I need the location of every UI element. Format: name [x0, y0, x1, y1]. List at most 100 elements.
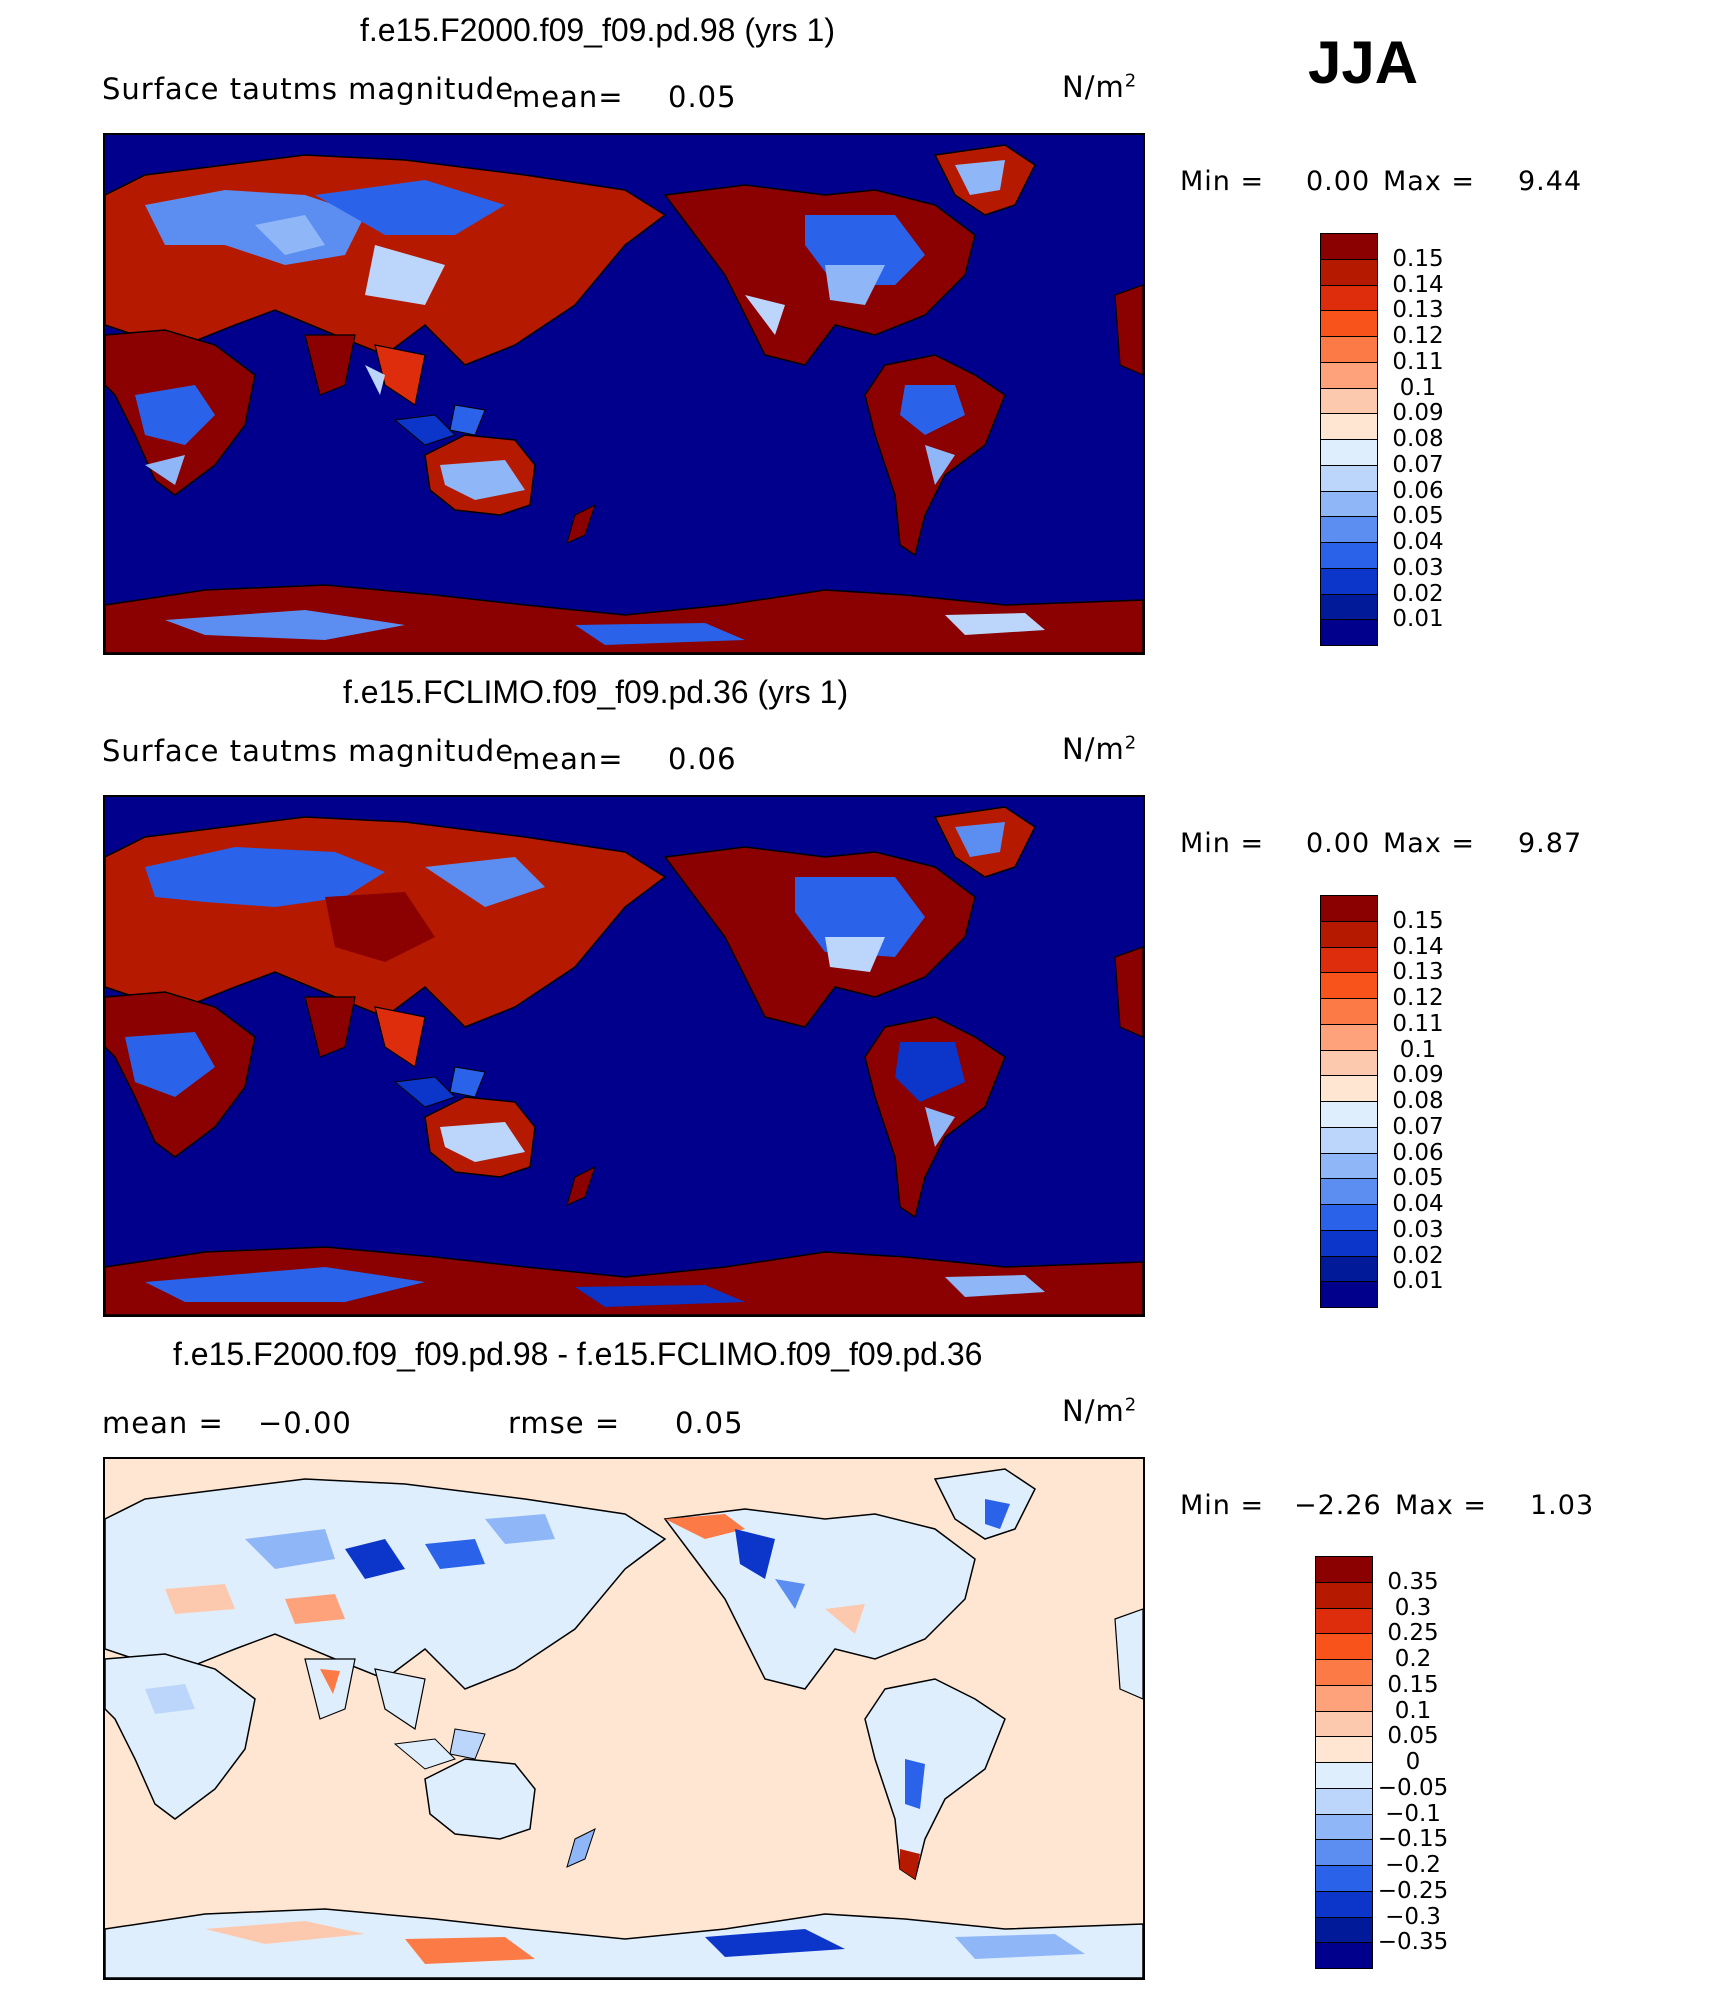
colorbar-tick-label: 0.15: [1392, 245, 1444, 272]
colorbar-tick-label: 0.11: [1392, 1010, 1444, 1037]
colorbar-tick-label: 0.1: [1394, 1697, 1432, 1724]
colorbar-tick-label: −0.15: [1377, 1826, 1449, 1853]
colorbar-swatch: [1320, 972, 1378, 999]
colorbar-swatch: [1315, 1890, 1373, 1918]
panel-1-max-value: 9.44: [1518, 166, 1583, 197]
panel-2-variable-label: Surface tautms magnitude: [102, 734, 515, 768]
colorbar-swatch: [1320, 1229, 1378, 1257]
colorbar-swatch: [1320, 413, 1378, 440]
colorbar-swatch: [1320, 998, 1378, 1025]
colorbar-tick-label: 0.07: [1392, 451, 1444, 478]
colorbar-swatch: [1320, 920, 1378, 948]
panel-1-colorbar: 0.15 0.14 0.13 0.12 0.11 0.1 0.09 0.08 0.07 0.06 0…: [1320, 233, 1470, 646]
panel-3-map-field: [105, 1459, 1143, 1978]
colorbar-tick-label: 0.1: [1399, 374, 1437, 401]
panel-3-units: N/m2: [1062, 1394, 1138, 1428]
panel-2-colorbar: 0.15 0.14 0.13 0.12 0.11 0.1 0.09 0.08 0.07 0.06 0…: [1320, 895, 1470, 1308]
colorbar-tick-label: 0.3: [1394, 1594, 1432, 1621]
panel-1-variable-label: Surface tautms magnitude: [102, 72, 515, 106]
colorbar-tick-label: 0: [1405, 1749, 1421, 1775]
panel-3-rmse-label: rmse =: [508, 1406, 621, 1440]
colorbar-tick-label: 0.03: [1392, 1216, 1444, 1243]
colorbar-tick-label: 0.35: [1387, 1568, 1439, 1595]
colorbar-tick-label: 0.13: [1392, 959, 1444, 986]
colorbar-swatch: [1320, 1126, 1378, 1154]
colorbar-swatch: [1320, 464, 1378, 492]
season-label: JJA: [1308, 29, 1419, 96]
colorbar-swatch: [1315, 1659, 1373, 1686]
colorbar-tick-label: 0.05: [1387, 1723, 1439, 1750]
panel-1-units: N/m2: [1062, 70, 1138, 104]
colorbar-tick-label: −0.25: [1377, 1877, 1449, 1904]
colorbar-swatch: [1320, 1152, 1378, 1180]
colorbar-tick-label: 0.12: [1392, 985, 1444, 1011]
colorbar-swatch: [1320, 387, 1378, 415]
colorbar-swatch: [1315, 1736, 1373, 1763]
colorbar-tick-label: 0.06: [1392, 1139, 1444, 1166]
colorbar-swatch: [1320, 1049, 1378, 1077]
colorbar-swatch: [1315, 1942, 1373, 1969]
colorbar-swatch: [1320, 310, 1378, 337]
panel-1-mean-value: 0.05: [668, 80, 737, 114]
colorbar-swatch: [1320, 1178, 1378, 1205]
colorbar-tick-label: 0.02: [1392, 580, 1444, 607]
colorbar-swatch: [1320, 1204, 1378, 1231]
colorbar-swatch: [1320, 946, 1378, 974]
colorbar-tick-label: 0.14: [1392, 933, 1444, 960]
colorbar-tick-label: 0.01: [1392, 606, 1444, 633]
panel-3-title: f.e15.F2000.f09_f09.pd.98 - f.e15.FCLIMO…: [173, 1336, 983, 1372]
colorbar-swatch: [1315, 1607, 1373, 1635]
panel-3-rmse-value: 0.05: [675, 1406, 744, 1440]
colorbar-swatch: [1320, 593, 1378, 621]
panel-2-min-label: Min =: [1180, 828, 1265, 859]
panel-3-min-value: −2.26: [1294, 1490, 1382, 1521]
panel-2-title: f.e15.FCLIMO.f09_f09.pd.36 (yrs 1): [343, 674, 849, 710]
panel-3-mean-value: −0.00: [258, 1406, 352, 1440]
colorbar-swatch: [1315, 1581, 1373, 1609]
colorbar-tick-label: 0.25: [1387, 1620, 1439, 1647]
colorbar-tick-label: 0.12: [1392, 323, 1444, 349]
panel-1-title: f.e15.F2000.f09_f09.pd.98 (yrs 1): [360, 12, 835, 48]
colorbar-tick-label: −0.05: [1377, 1774, 1449, 1801]
colorbar-swatch: [1320, 516, 1378, 543]
colorbar-tick-label: 0.15: [1392, 907, 1444, 934]
colorbar-swatch: [1320, 490, 1378, 518]
panel-3-min-label: Min =: [1180, 1490, 1265, 1521]
colorbar-swatch: [1320, 284, 1378, 312]
colorbar-swatch: [1320, 1023, 1378, 1051]
colorbar-tick-label: 0.04: [1392, 529, 1444, 555]
colorbar-tick-label: 0.08: [1392, 1088, 1444, 1114]
colorbar-swatch: [1320, 1101, 1378, 1128]
colorbar-swatch: [1320, 361, 1378, 389]
colorbar-tick-label: −0.35: [1377, 1929, 1449, 1956]
panel-1-mean-label: mean=: [512, 80, 624, 114]
colorbar-tick-label: 0.1: [1399, 1036, 1437, 1063]
panel-3-max-label: Max =: [1395, 1490, 1488, 1521]
colorbar-swatch: [1320, 542, 1378, 569]
panel-2-map: [103, 795, 1145, 1317]
panel-3-max-value: 1.03: [1530, 1490, 1595, 1521]
panel-3-mean-label: mean =: [102, 1406, 224, 1440]
colorbar-swatch: [1315, 1633, 1373, 1660]
colorbar-swatch: [1315, 1916, 1373, 1944]
colorbar-tick-label: 0.09: [1392, 400, 1444, 427]
colorbar-swatch: [1315, 1865, 1373, 1892]
colorbar-tick-label: 0.2: [1394, 1646, 1432, 1672]
colorbar-swatch: [1315, 1839, 1373, 1866]
panel-2-units: N/m2: [1062, 732, 1138, 766]
colorbar-swatch: [1320, 1075, 1378, 1102]
colorbar-tick-label: 0.02: [1392, 1242, 1444, 1269]
colorbar-tick-label: 0.01: [1392, 1268, 1444, 1295]
colorbar-tick-label: −0.3: [1385, 1903, 1441, 1930]
panel-1-min-value: 0.00: [1306, 166, 1371, 197]
colorbar-tick-label: 0.07: [1392, 1113, 1444, 1140]
colorbar-swatch: [1320, 233, 1378, 260]
colorbar-tick-label: 0.06: [1392, 477, 1444, 504]
colorbar-tick-label: 0.03: [1392, 554, 1444, 581]
colorbar-swatch: [1315, 1813, 1373, 1841]
colorbar-swatch: [1320, 336, 1378, 363]
colorbar-tick-label: 0.04: [1392, 1191, 1444, 1217]
colorbar-swatch: [1320, 895, 1378, 922]
colorbar-swatch: [1315, 1710, 1373, 1738]
colorbar-tick-label: −0.1: [1385, 1800, 1441, 1827]
